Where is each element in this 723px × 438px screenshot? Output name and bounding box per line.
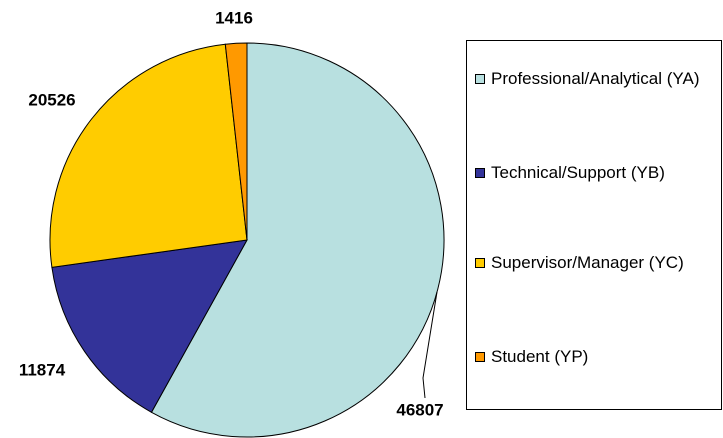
legend-swatch — [475, 168, 485, 178]
pie-slice — [224, 42, 248, 241]
legend-swatch — [475, 258, 485, 268]
data-label: 11874 — [19, 360, 66, 379]
legend-label: Professional/Analytical (YA) — [491, 69, 700, 88]
legend-label: Technical/Support (YB) — [491, 163, 665, 182]
legend-item: Technical/Support (YB) — [475, 163, 721, 183]
legend-label: Student (YP) — [491, 347, 589, 366]
legend-item: Professional/Analytical (YA) — [475, 69, 721, 89]
data-label: 20526 — [28, 90, 75, 109]
legend: Professional/Analytical (YA) Technical/Su… — [466, 40, 722, 410]
data-label: 46807 — [396, 400, 443, 419]
legend-swatch — [475, 74, 485, 84]
leader-line — [422, 291, 438, 399]
legend-swatch — [475, 352, 485, 362]
pie-slice — [150, 42, 445, 438]
data-label: 1416 — [215, 8, 253, 27]
legend-label: Supervisor/Manager (YC) — [491, 253, 684, 272]
legend-item: Student (YP) — [475, 347, 721, 367]
pie-slice — [49, 43, 248, 268]
legend-item: Supervisor/Manager (YC) — [475, 253, 721, 273]
pie-slice — [51, 239, 248, 413]
